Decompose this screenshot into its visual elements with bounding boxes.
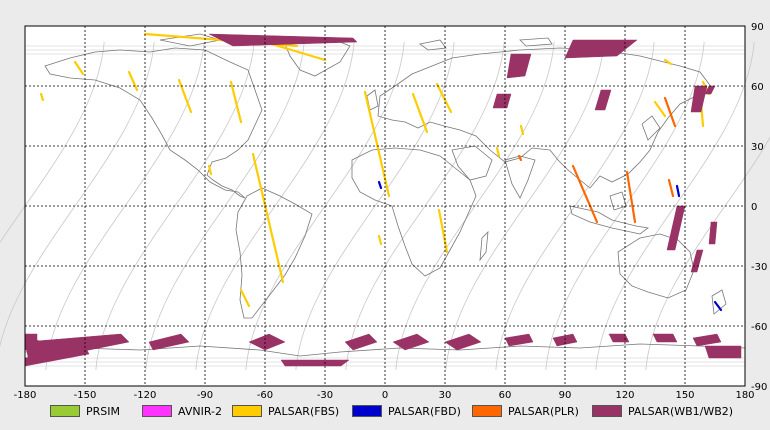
swath-palsar-plr <box>663 96 677 128</box>
swath-palsar-fbs <box>229 80 243 124</box>
coastline-south-america <box>235 187 313 319</box>
y-tick-label: -60 <box>751 322 767 333</box>
x-tick-label: 0 <box>382 390 388 400</box>
swath-palsar-fbs <box>207 164 213 176</box>
coastline-australia <box>617 233 695 299</box>
y-tick-label: -30 <box>751 262 767 273</box>
x-tick-label: 120 <box>615 390 634 400</box>
swath-palsar-wb1-wb2 <box>690 249 704 273</box>
legend-swatch-palsar-plr <box>472 405 502 417</box>
coastline-new-zealand <box>711 289 727 315</box>
swath-palsar-plr <box>625 170 637 224</box>
swath-palsar-fbs <box>239 288 251 308</box>
swath-palsar-fbs <box>411 92 429 134</box>
swath-palsar-fbs <box>519 124 525 136</box>
y-tick-label: 30 <box>751 142 764 153</box>
legend-swatch-palsar-fbd <box>352 405 382 417</box>
x-tick-label: 60 <box>499 390 512 400</box>
legend-item-palsar-plr: PALSAR(PLR) <box>472 403 579 419</box>
swath-palsar-fbs <box>435 82 453 114</box>
y-tick-label: -90 <box>751 382 767 393</box>
swath-palsar-fbs <box>653 100 667 118</box>
legend-swatch-palsar-fbs <box>232 405 262 417</box>
swath-palsar-wb1-wb2 <box>208 33 358 47</box>
legend-swatch-palsar-wb <box>592 405 622 417</box>
y-tick-label: 90 <box>751 22 764 33</box>
observation-swaths <box>24 32 742 367</box>
swath-palsar-wb1-wb2 <box>708 221 718 245</box>
swath-palsar-plr <box>667 178 675 198</box>
coastline-indonesia <box>569 205 649 235</box>
x-tick-label: -30 <box>317 390 333 400</box>
y-tick-label: 60 <box>751 82 764 93</box>
swath-palsar-fbs <box>377 234 383 246</box>
legend: PRSIM AVNIR-2 PALSAR(FBS) PALSAR(FBD) PA… <box>0 400 770 422</box>
latitude-tick-labels: 90 60 30 0 -30 -60 -90 <box>751 22 767 393</box>
swath-palsar-wb1-wb2 <box>506 53 532 79</box>
swath-palsar-wb1-wb2 <box>564 39 638 59</box>
legend-item-prsim: PRSIM <box>50 403 120 419</box>
coastline-antarctica <box>24 343 746 357</box>
swath-palsar-plr <box>517 154 523 162</box>
world-map: -180 -150 -120 -90 -60 -30 0 30 60 90 120 150 180 90… <box>0 22 770 400</box>
swath-palsar-wb1-wb2 <box>344 333 378 351</box>
swath-palsar-wb1-wb2 <box>652 333 678 343</box>
coastline-africa <box>351 147 477 277</box>
swath-palsar-fbd <box>377 180 383 190</box>
legend-label-palsar-fbs: PALSAR(FBS) <box>268 404 340 418</box>
lat-lon-grid <box>25 26 745 386</box>
swath-palsar-wb1-wb2 <box>444 333 482 351</box>
x-tick-label: 30 <box>439 390 452 400</box>
swath-palsar-wb1-wb2 <box>608 333 630 343</box>
swath-palsar-fbs <box>495 146 501 158</box>
swath-palsar-wb1-wb2 <box>24 337 50 355</box>
swath-palsar-fbs <box>127 70 139 92</box>
swath-palsar-fbs <box>39 92 45 102</box>
legend-item-palsar-fbs: PALSAR(FBS) <box>232 403 339 419</box>
x-tick-label: 90 <box>559 390 572 400</box>
coastline-north-america <box>44 47 263 199</box>
swath-palsar-fbs <box>177 78 193 114</box>
legend-swatch-avnir2 <box>142 405 172 417</box>
coastline-eurasia <box>377 47 713 189</box>
coastline-japan <box>641 115 661 141</box>
swath-palsar-wb1-wb2 <box>392 333 430 351</box>
swath-palsar-fbs <box>437 208 449 254</box>
legend-item-palsar-fbd: PALSAR(FBD) <box>352 403 461 419</box>
legend-label-prsim: PRSIM <box>86 404 120 418</box>
swath-palsar-wb1-wb2 <box>504 333 534 347</box>
swath-palsar-wb1-wb2 <box>280 359 350 367</box>
swath-palsar-fbs <box>73 60 85 76</box>
coastline-madagascar <box>479 230 489 262</box>
swath-palsar-wb1-wb2 <box>692 333 722 347</box>
swath-palsar-fbs <box>251 152 285 284</box>
swath-palsar-wb1-wb2 <box>248 333 286 351</box>
longitude-tick-labels: -180 -150 -120 -90 -60 -30 0 30 60 90 120 150 180 <box>14 390 755 400</box>
swath-palsar-fbs <box>263 40 327 62</box>
x-tick-label: 180 <box>735 390 754 400</box>
swath-palsar-wb1-wb2 <box>704 345 742 359</box>
swath-palsar-plr <box>571 164 599 224</box>
x-tick-label: -150 <box>74 390 97 400</box>
legend-swatch-prsim <box>50 405 80 417</box>
map-frame <box>24 25 746 387</box>
legend-label-palsar-plr: PALSAR(PLR) <box>508 404 579 418</box>
legend-label-palsar-wb: PALSAR(WB1/WB2) <box>628 404 734 418</box>
swath-palsar-fbd <box>675 184 681 198</box>
x-tick-label: -60 <box>257 390 273 400</box>
x-tick-label: -180 <box>14 390 37 400</box>
x-tick-label: -120 <box>134 390 157 400</box>
legend-label-avnir2: AVNIR-2 <box>178 404 222 418</box>
y-tick-label: 0 <box>751 202 757 213</box>
legend-label-palsar-fbd: PALSAR(FBD) <box>388 404 461 418</box>
x-tick-label: 150 <box>675 390 694 400</box>
swath-palsar-fbs <box>663 58 673 66</box>
swath-palsar-wb1-wb2 <box>148 333 190 351</box>
swath-palsar-fbd <box>713 300 723 312</box>
swath-palsar-wb1-wb2 <box>492 93 512 109</box>
legend-item-palsar-wb: PALSAR(WB1/WB2) <box>592 403 733 419</box>
x-tick-label: -90 <box>197 390 213 400</box>
swath-palsar-wb1-wb2 <box>594 89 612 111</box>
legend-item-avnir2: AVNIR-2 <box>142 403 222 419</box>
